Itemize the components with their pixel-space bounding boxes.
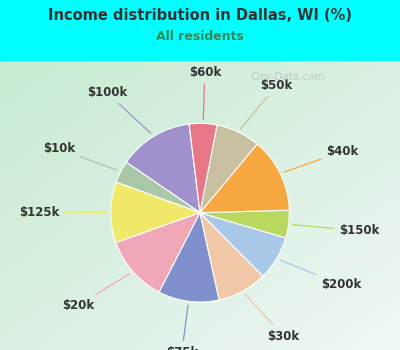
Text: $200k: $200k bbox=[280, 260, 361, 291]
Text: $20k: $20k bbox=[62, 274, 130, 312]
Text: $100k: $100k bbox=[87, 86, 151, 133]
Text: $125k: $125k bbox=[19, 206, 107, 219]
Text: All residents: All residents bbox=[156, 30, 244, 43]
Wedge shape bbox=[116, 213, 200, 292]
Text: $30k: $30k bbox=[245, 294, 300, 343]
Text: $40k: $40k bbox=[284, 145, 359, 172]
Text: $60k: $60k bbox=[189, 65, 221, 119]
Wedge shape bbox=[200, 125, 257, 213]
Wedge shape bbox=[200, 210, 289, 238]
Text: $10k: $10k bbox=[43, 142, 117, 170]
Text: $75k: $75k bbox=[166, 305, 198, 350]
Wedge shape bbox=[200, 144, 289, 213]
Wedge shape bbox=[200, 213, 286, 276]
Text: City-Data.com: City-Data.com bbox=[251, 72, 325, 82]
Text: $50k: $50k bbox=[241, 79, 293, 129]
Wedge shape bbox=[159, 213, 219, 302]
Wedge shape bbox=[126, 124, 200, 213]
Wedge shape bbox=[189, 123, 217, 213]
Wedge shape bbox=[111, 182, 200, 243]
Text: Income distribution in Dallas, WI (%): Income distribution in Dallas, WI (%) bbox=[48, 8, 352, 23]
Text: $150k: $150k bbox=[292, 224, 380, 237]
Wedge shape bbox=[116, 162, 200, 213]
Wedge shape bbox=[200, 213, 263, 300]
